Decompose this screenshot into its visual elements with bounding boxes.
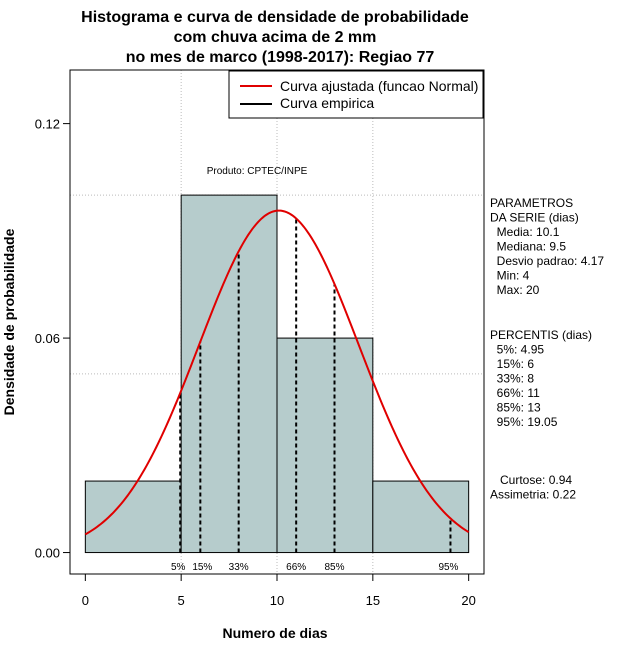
percentiles-panel-line-4: 66%: 11: [490, 386, 540, 400]
parameters-line-6: Max: 20: [490, 283, 540, 297]
x-tick-label-2: 10: [270, 593, 284, 608]
y-axis: 0.00 0.06 0.12: [35, 117, 70, 561]
percentile-label-3: 66%: [286, 562, 306, 573]
parameters-line-5: Min: 4: [490, 269, 530, 283]
chart-title-line-1: Histograma e curva de densidade de proba…: [81, 9, 469, 26]
percentile-label-0: 5%: [171, 562, 186, 573]
parameters-line-3: Mediana: 9.5: [490, 240, 566, 254]
x-tick-label-3: 15: [366, 593, 380, 608]
parameters-line-0: PARAMETROS: [490, 196, 573, 210]
chart-title: Histograma e curva de densidade de proba…: [81, 9, 469, 66]
histogram-bar-3: [372, 480, 470, 554]
chart-title-line-3: no mes de marco (1998-2017): Regiao 77: [126, 49, 435, 66]
legend-label-fitted: Curva ajustada (funcao Normal): [280, 78, 478, 94]
y-tick-label-2: 0.12: [35, 117, 60, 132]
y-tick-label-1: 0.06: [35, 331, 60, 346]
percentiles-panel: PERCENTIS (dias) 5%: 4.95 15%: 6 33%: 8 …: [490, 328, 592, 429]
percentiles-panel-line-1: 5%: 4.95: [490, 343, 544, 357]
parameters-line-4: Desvio padrao: 4.17: [490, 254, 604, 268]
percentiles-panel-line-3: 33%: 8: [490, 372, 534, 386]
percentile-label-5: 95%: [438, 562, 458, 573]
x-axis: 0 5 10 15 20: [82, 573, 476, 608]
x-axis-label: Numero de dias: [222, 625, 327, 641]
shape-stats-line-1: Assimetria: 0.22: [490, 488, 576, 502]
product-annotation: Produto: CPTEC/INPE: [207, 166, 308, 177]
legend-box: [228, 70, 484, 119]
histogram-bars: [84, 194, 470, 554]
shape-stats-line-0: Curtose: 0.94: [490, 473, 572, 487]
percentile-lines: [179, 218, 452, 553]
parameters-line-2: Media: 10.1: [490, 225, 560, 239]
percentiles-panel-line-5: 85%: 13: [490, 401, 541, 415]
percentiles-panel-line-0: PERCENTIS (dias): [490, 328, 592, 342]
percentiles-panel-line-2: 15%: 6: [490, 357, 534, 371]
percentiles-panel-line-6: 95%: 19.05: [490, 415, 558, 429]
x-tick-label-0: 0: [82, 593, 89, 608]
x-tick-label-4: 20: [461, 593, 475, 608]
y-axis-label: Densidade de probabilidade: [1, 228, 17, 415]
normal-curve: [84, 209, 470, 536]
y-tick-label-0: 0.00: [35, 546, 60, 561]
histogram-bar-2: [276, 337, 374, 554]
percentile-label-1: 15%: [192, 562, 212, 573]
parameters-line-1: DA SERIE (dias): [490, 211, 579, 225]
percentile-label-4: 85%: [324, 562, 344, 573]
histogram-bar-1: [180, 194, 278, 554]
percentile-label-2: 33%: [229, 562, 249, 573]
legend-label-empirical: Curva empirica: [280, 95, 374, 111]
x-tick-label-1: 5: [178, 593, 185, 608]
percentile-labels: 5% 15% 33% 66% 85% 95%: [171, 562, 459, 573]
chart-title-line-2: com chuva acima de 2 mm: [174, 29, 377, 46]
legend: Curva ajustada (funcao Normal) Curva emp…: [228, 70, 484, 119]
histogram-bar-0: [84, 480, 182, 554]
